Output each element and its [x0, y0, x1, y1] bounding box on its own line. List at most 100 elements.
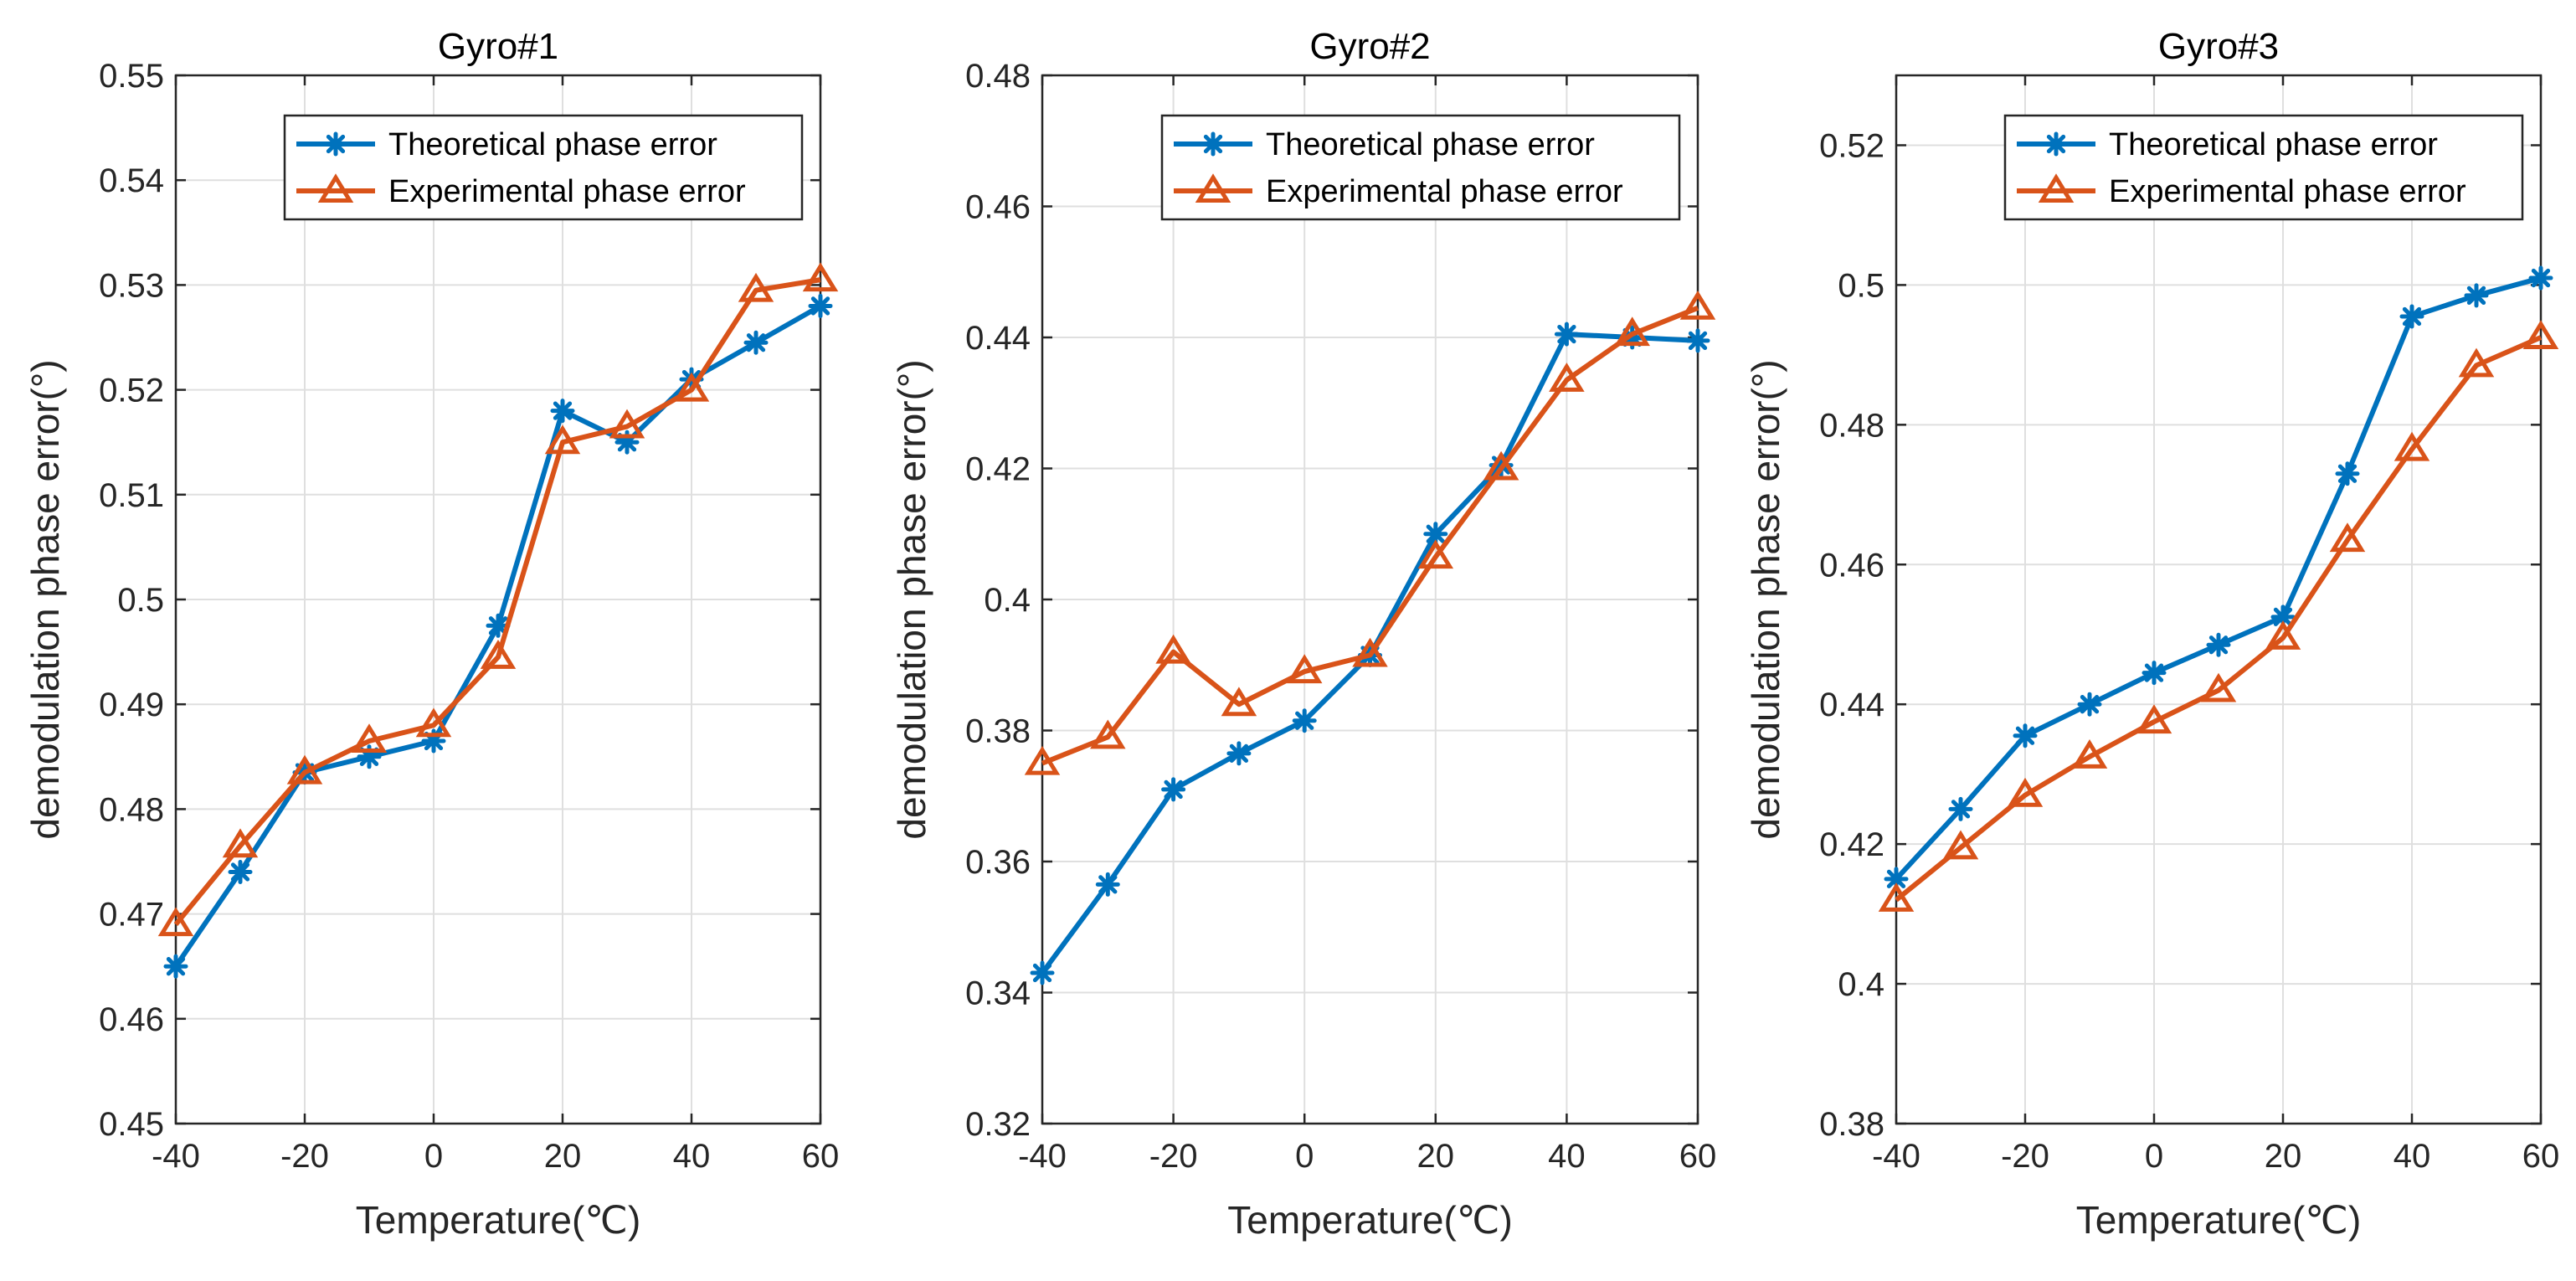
grid — [175, 75, 821, 1124]
x-axis-label: Temperature(℃) — [356, 1198, 641, 1242]
data-point — [1352, 637, 1388, 667]
x-tick-label: -40 — [1872, 1138, 1920, 1175]
data-point — [673, 372, 710, 402]
data-point — [2136, 704, 2172, 734]
legend-label: Experimental phase error — [1266, 174, 1623, 209]
x-tick-label: -20 — [2001, 1138, 2049, 1175]
y-tick-label: 0.44 — [965, 320, 1031, 357]
data-point — [802, 262, 839, 292]
legend-marker — [2038, 173, 2075, 203]
data-point — [738, 272, 774, 302]
data-point — [1679, 290, 1716, 320]
legend-marker — [1201, 131, 1226, 157]
data-point — [1417, 539, 1454, 569]
series-experimental — [157, 262, 839, 937]
data-point — [1024, 745, 1061, 775]
y-tick-label: 0.48 — [965, 58, 1031, 95]
y-tick-label: 0.47 — [99, 897, 164, 934]
y-axis-label: demodulation phase error(°) — [1744, 359, 1787, 839]
legend-box — [283, 114, 804, 221]
x-tick-label: -40 — [152, 1138, 200, 1175]
y-tick-label: 0.52 — [99, 373, 164, 409]
series-line — [173, 277, 821, 927]
y-tick-label: 0.46 — [99, 1001, 164, 1038]
data-point — [480, 640, 517, 669]
tick-marks — [1041, 74, 1699, 1125]
legend-label: Theoretical phase error — [388, 127, 717, 162]
y-tick-label: 0.42 — [965, 451, 1031, 488]
data-point — [228, 860, 253, 885]
chart-panel-3: -40 -20 0 20 40 60 0.38 0.4 0.42 0.44 0.46 0.48 0.5 0… — [1744, 26, 2559, 1242]
data-point — [351, 723, 388, 754]
y-tick-label: 0.46 — [1819, 547, 1884, 584]
tick-marks — [174, 74, 822, 1125]
y-tick-label: 0.45 — [99, 1106, 164, 1143]
y-tick-label: 0.46 — [965, 189, 1031, 226]
legend-marker — [317, 173, 354, 203]
x-tick-label: 20 — [2265, 1138, 2302, 1175]
chart-title: Gyro#2 — [1309, 26, 1430, 67]
data-point — [1286, 654, 1323, 684]
x-tick-label: 40 — [2393, 1138, 2431, 1175]
data-point — [1878, 882, 1915, 912]
y-tick-label: 0.4 — [984, 582, 1031, 619]
data-point — [2013, 723, 2038, 749]
y-tick-label: 0.51 — [99, 477, 164, 514]
y-tick-label: 0.49 — [99, 687, 164, 723]
data-point — [1292, 708, 1317, 733]
legend-label: Experimental phase error — [2109, 174, 2466, 209]
legend-marker — [323, 131, 348, 157]
x-tick-label: -20 — [1149, 1138, 1198, 1175]
series-line — [1895, 335, 2543, 903]
y-tick-label: 0.5 — [117, 582, 164, 619]
data-point — [2265, 620, 2301, 650]
y-axis-label: demodulation phase error(°) — [890, 359, 933, 839]
y-tick-label: 0.55 — [99, 58, 164, 95]
data-point — [2077, 692, 2102, 717]
x-tick-label: 0 — [2145, 1138, 2163, 1175]
legend-label: Theoretical phase error — [2109, 127, 2438, 162]
data-point — [550, 399, 575, 424]
x-tick-label: 40 — [673, 1138, 711, 1175]
x-axis-label: Temperature(℃) — [1227, 1198, 1513, 1242]
data-point — [1226, 741, 1252, 766]
data-point — [1221, 687, 1257, 717]
data-point — [157, 907, 194, 937]
legend: Theoretical phase error Experimental phas… — [1160, 114, 1681, 221]
data-point — [163, 954, 188, 979]
data-point — [1090, 719, 1126, 749]
chart-panel-2: -40 -20 0 20 40 60 0.32 0.34 0.36 0.38 0.4 0.42 0.44… — [890, 26, 1716, 1242]
data-point — [1095, 872, 1120, 897]
data-point — [2458, 347, 2495, 378]
y-tick-label: 0.54 — [99, 162, 164, 199]
x-tick-label: 20 — [1417, 1138, 1455, 1175]
y-tick-label: 0.42 — [1819, 826, 1884, 863]
x-axis-label: Temperature(℃) — [2076, 1198, 2362, 1242]
chart-title: Gyro#3 — [2158, 26, 2279, 67]
legend-label: Experimental phase error — [388, 174, 746, 209]
y-tick-label: 0.34 — [965, 975, 1031, 1012]
legend: Theoretical phase error Experimental phas… — [283, 114, 804, 221]
data-point — [1685, 328, 1710, 353]
data-point — [2206, 632, 2231, 657]
y-tick-label: 0.48 — [99, 791, 164, 828]
x-tick-label: -40 — [1018, 1138, 1067, 1175]
data-point — [2393, 431, 2430, 461]
y-tick-label: 0.4 — [1838, 966, 1884, 1003]
data-point — [609, 409, 645, 439]
x-tick-label: -20 — [280, 1138, 329, 1175]
x-tick-label: 60 — [2522, 1138, 2560, 1175]
data-point — [743, 330, 769, 355]
data-point — [2200, 672, 2237, 702]
data-point — [415, 707, 452, 738]
y-tick-label: 0.5 — [1838, 267, 1884, 304]
data-point — [2071, 739, 2108, 769]
data-point — [808, 293, 833, 318]
data-point — [1483, 450, 1519, 481]
x-tick-label: 0 — [1295, 1138, 1314, 1175]
legend-box — [2003, 114, 2524, 221]
chart-panel-1: -40 -20 0 20 40 60 0.45 0.46 0.47 0.48 0.49 0.5 0.51… — [23, 26, 839, 1242]
data-point — [1155, 634, 1191, 664]
plot-area — [1896, 75, 2541, 1124]
